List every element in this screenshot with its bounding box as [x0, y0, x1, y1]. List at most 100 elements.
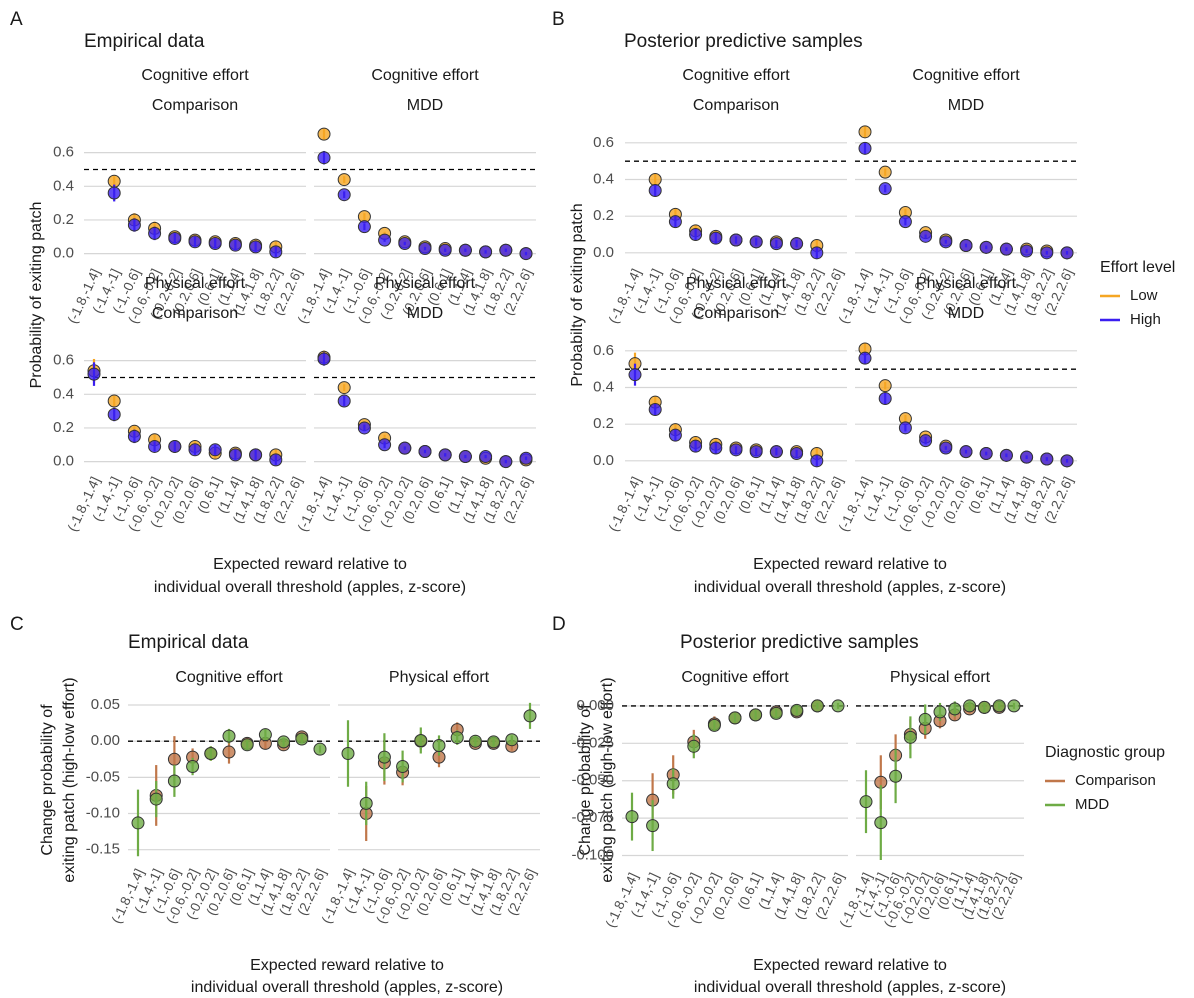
facet-strip: Physical effort [145, 275, 246, 292]
point [898, 215, 912, 229]
y-tick-label: 0.4 [593, 378, 614, 395]
point [992, 699, 1006, 713]
point [810, 246, 824, 260]
x-axis-label: Expected reward relative to [753, 556, 947, 573]
point [107, 394, 121, 408]
point [729, 443, 743, 457]
point [418, 242, 432, 256]
y-tick-label: 0.2 [53, 419, 74, 436]
y-tick-label: -0.15 [86, 841, 120, 858]
point [398, 236, 412, 250]
point [188, 443, 202, 457]
facet-strip: Cognitive effort [141, 67, 249, 84]
y-tick-label: 0.4 [53, 385, 74, 402]
point [939, 235, 953, 249]
facet-strip: Comparison [152, 305, 238, 322]
facet-strip: Physical effort [389, 669, 490, 686]
point [874, 816, 888, 830]
point [858, 141, 872, 155]
panel-label: D [552, 614, 566, 635]
y-tick-label: 0.2 [593, 207, 614, 224]
point [878, 165, 892, 179]
point [208, 443, 222, 457]
x-axis-label: individual overall threshold (apples, z-… [694, 979, 1006, 996]
point [749, 235, 763, 249]
point [889, 769, 903, 783]
y-tick-label: -0.075 [571, 809, 614, 826]
facet-strip: Physical effort [686, 275, 787, 292]
point [317, 151, 331, 165]
y-tick-label: -0.025 [571, 734, 614, 751]
point [414, 733, 428, 747]
point [168, 231, 182, 245]
panel-label: A [10, 9, 23, 30]
point [357, 421, 371, 435]
point [337, 188, 351, 202]
point [479, 245, 493, 259]
point [87, 367, 101, 381]
point [317, 352, 331, 366]
point [728, 711, 742, 725]
point [228, 238, 242, 252]
point [918, 712, 932, 726]
point [127, 429, 141, 443]
point [749, 445, 763, 459]
point [1020, 450, 1034, 464]
y-axis-label: Change probability of [577, 704, 594, 856]
point [479, 450, 493, 464]
y-tick-label: 0.6 [53, 144, 74, 161]
y-axis-label: Probability of exiting patch [28, 202, 45, 389]
point [222, 729, 236, 743]
x-axis-label: individual overall threshold (apples, z-… [694, 579, 1006, 596]
y-tick-label: -0.100 [571, 846, 614, 863]
point [269, 245, 283, 259]
point [208, 236, 222, 250]
point [458, 450, 472, 464]
y-tick-label: -0.050 [571, 772, 614, 789]
point [313, 742, 327, 756]
point [668, 428, 682, 442]
x-axis-label: Expected reward relative to [213, 556, 407, 573]
point [858, 125, 872, 139]
point [687, 739, 701, 753]
point [357, 220, 371, 234]
y-tick-label: 0.6 [593, 134, 614, 151]
point [689, 439, 703, 453]
facet-strip: Cognitive effort [682, 67, 790, 84]
facet-strip: Cognitive effort [371, 67, 479, 84]
point [858, 351, 872, 365]
point [378, 438, 392, 452]
point [487, 735, 501, 749]
point [646, 819, 660, 833]
point [249, 448, 263, 462]
panel-title: Empirical data [84, 31, 205, 52]
facet-strip: MDD [948, 305, 984, 322]
point [1007, 699, 1021, 713]
x-axis-label: individual overall threshold (apples, z-… [191, 979, 503, 996]
point [337, 173, 351, 187]
point [898, 421, 912, 435]
point [240, 738, 254, 752]
y-tick-label: 0.6 [593, 342, 614, 359]
point [689, 228, 703, 241]
point [337, 381, 351, 395]
facet-strip: Comparison [693, 305, 779, 322]
point [277, 735, 291, 749]
x-axis-label: individual overall threshold (apples, z-… [154, 579, 466, 596]
point [519, 247, 533, 261]
y-tick-label: 0.2 [593, 415, 614, 432]
point [438, 243, 452, 257]
point [668, 215, 682, 229]
y-tick-label: 0.4 [53, 177, 74, 194]
y-tick-label: 0.000 [576, 697, 614, 714]
y-tick-label: 0.00 [91, 732, 120, 749]
point [810, 699, 824, 713]
y-tick-label: 0.0 [593, 244, 614, 261]
legend-title: Effort level [1100, 259, 1175, 276]
point [269, 453, 283, 467]
point [398, 441, 412, 455]
facet-strip: Cognitive effort [175, 669, 283, 686]
point [228, 448, 242, 462]
point [418, 444, 432, 458]
